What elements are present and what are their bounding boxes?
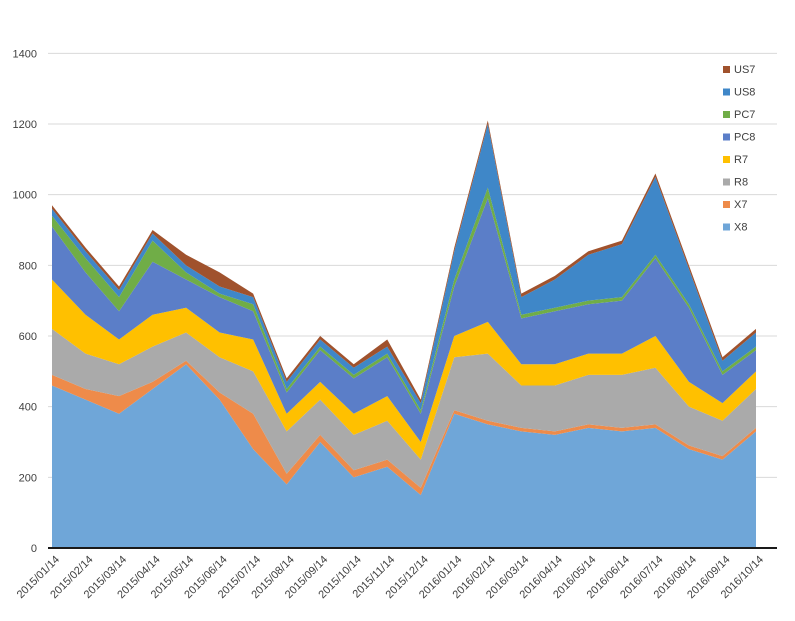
y-tick-label: 200 (19, 472, 37, 484)
y-tick-label: 400 (19, 402, 37, 414)
area-r7 (52, 279, 756, 460)
y-tick-label: 600 (19, 331, 37, 343)
legend-label-x8: X8 (734, 222, 747, 234)
y-tick-label: 800 (19, 260, 37, 272)
legend-swatch-x8 (723, 223, 730, 231)
legend-swatch-us7 (723, 66, 730, 73)
area-r8 (52, 328, 756, 488)
y-axis-ticks: 0 200 400 600 800 1000 1200 1400 (13, 48, 37, 555)
legend-swatch-r8 (723, 178, 730, 186)
area-us8 (52, 124, 756, 411)
legend-label-us7: US7 (734, 64, 755, 76)
y-tick-label: 1000 (13, 190, 37, 202)
x-axis-ticks: 2015/01/142015/02/142015/03/142015/04/14… (15, 554, 766, 601)
area-us7 (52, 120, 756, 404)
legend-label-us8: US8 (734, 87, 755, 99)
y-tick-label: 1400 (13, 48, 37, 60)
legend: US7 US8 PC7 PC8 R7 R8 X7 X8 (723, 64, 755, 234)
series-areas (52, 120, 756, 548)
legend-label-x7: X7 (734, 199, 747, 211)
legend-swatch-r7 (723, 156, 730, 163)
y-tick-label: 0 (31, 543, 37, 555)
area-x8 (52, 364, 756, 548)
area-pc7 (52, 187, 756, 414)
y-tick-label: 1200 (13, 119, 37, 131)
legend-swatch-pc7 (723, 111, 730, 118)
area-pc8 (52, 198, 756, 442)
legend-label-pc7: PC7 (734, 109, 755, 121)
area-x7 (52, 360, 756, 495)
legend-swatch-x7 (723, 201, 730, 208)
legend-swatch-us8 (723, 88, 730, 96)
legend-label-r7: R7 (734, 154, 748, 166)
legend-swatch-pc8 (723, 133, 730, 141)
legend-label-pc8: PC8 (734, 132, 755, 144)
legend-label-r8: R8 (734, 177, 748, 189)
